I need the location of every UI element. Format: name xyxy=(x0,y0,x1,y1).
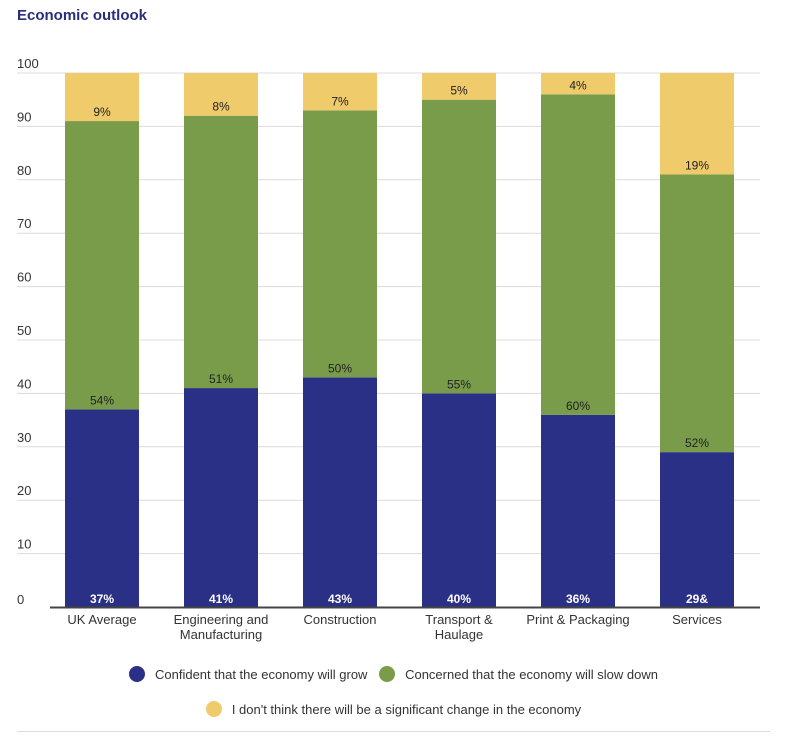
data-label: 4% xyxy=(569,78,587,92)
y-tick-label: 50 xyxy=(17,323,31,338)
bar-segment xyxy=(422,99,496,394)
x-tick-label: Engineering and xyxy=(174,612,269,627)
bar-segment xyxy=(65,73,139,122)
y-tick-label: 10 xyxy=(17,537,31,552)
data-label: 50% xyxy=(328,361,352,375)
gridlines xyxy=(17,72,760,555)
y-tick-label: 30 xyxy=(17,430,31,445)
data-label: 52% xyxy=(685,436,709,450)
data-label: 37% xyxy=(90,592,114,606)
bar-segment xyxy=(184,115,258,389)
y-tick-label: 60 xyxy=(17,270,31,285)
bar-segment xyxy=(541,94,615,415)
legend-label-no-change: I don't think there will be a significan… xyxy=(231,701,582,717)
data-label: 9% xyxy=(93,105,111,119)
bar-segment xyxy=(422,73,496,100)
data-label: 40% xyxy=(447,592,471,606)
data-label: 54% xyxy=(90,393,114,407)
bar-segment xyxy=(541,73,615,95)
data-label: 51% xyxy=(209,372,233,386)
bar-segment xyxy=(541,414,615,607)
data-label: 7% xyxy=(331,94,349,108)
x-tick-label: Print & Packaging xyxy=(526,612,629,627)
data-label: 19% xyxy=(685,158,709,172)
bar-segment xyxy=(660,452,734,607)
legend-row-2: I don't think there will be a significan… xyxy=(0,701,787,720)
x-tick-label: UK Average xyxy=(67,612,136,627)
data-label: 43% xyxy=(328,592,352,606)
y-tick-label: 70 xyxy=(17,216,31,231)
data-label: 41% xyxy=(209,592,233,606)
data-label: 29& xyxy=(686,592,708,606)
bar-segment xyxy=(303,73,377,111)
y-tick-label: 90 xyxy=(17,109,31,124)
data-label: 8% xyxy=(212,100,230,114)
legend-swatch-confident xyxy=(129,666,145,682)
data-label: 5% xyxy=(450,84,468,98)
x-tick-label: Transport & xyxy=(425,612,493,627)
bar-segment xyxy=(184,73,258,116)
x-tick-label: Haulage xyxy=(435,627,483,642)
legend-label-confident: Confident that the economy will grow xyxy=(155,666,368,682)
y-axis-ticks: 0 10 20 30 40 50 60 70 80 90 100 xyxy=(17,56,39,607)
y-tick-label: 100 xyxy=(17,56,39,71)
data-label: 55% xyxy=(447,377,471,391)
y-tick-label: 0 xyxy=(17,592,24,607)
bar-segment xyxy=(65,121,139,410)
legend-swatch-concerned xyxy=(379,666,396,682)
stacked-bar-chart: 0 10 20 30 40 50 60 70 80 90 100 37% 54% 9% 41% 51% 8% 4… xyxy=(17,56,760,642)
bar-segment xyxy=(660,73,734,175)
legend-item-no-change[interactable]: I don't think there will be a significan… xyxy=(205,701,582,717)
legend-item-confident[interactable]: Confident that the economy will grow xyxy=(129,666,367,682)
legend-item-concerned[interactable]: Concerned that the economy will slow dow… xyxy=(379,666,658,682)
bottom-divider xyxy=(17,731,770,732)
y-tick-label: 80 xyxy=(17,163,31,178)
bars xyxy=(65,73,734,607)
x-tick-label: Construction xyxy=(304,612,377,627)
y-tick-label: 20 xyxy=(17,483,31,498)
legend-label-concerned: Concerned that the economy will slow dow… xyxy=(405,666,658,682)
data-label: 60% xyxy=(566,399,590,413)
bar-segment xyxy=(65,409,139,607)
bar-segment xyxy=(303,110,377,378)
legend-row-1: Confident that the economy will grow Con… xyxy=(0,666,787,685)
data-label: 36% xyxy=(566,592,590,606)
bar-segment xyxy=(422,393,496,607)
legend-swatch-no-change xyxy=(205,701,222,717)
bar-segment xyxy=(184,388,258,607)
bar-segment xyxy=(303,377,377,607)
x-tick-label: Manufacturing xyxy=(180,627,262,642)
data-labels: 37% 54% 9% 41% 51% 8% 43% 50% 7% 40% 55% 5% 36% 60% 4%… xyxy=(90,78,709,606)
chart-title: Economic outlook xyxy=(17,7,148,24)
y-tick-label: 40 xyxy=(17,376,31,391)
bar-segment xyxy=(660,174,734,453)
x-tick-label: Services xyxy=(672,612,722,627)
